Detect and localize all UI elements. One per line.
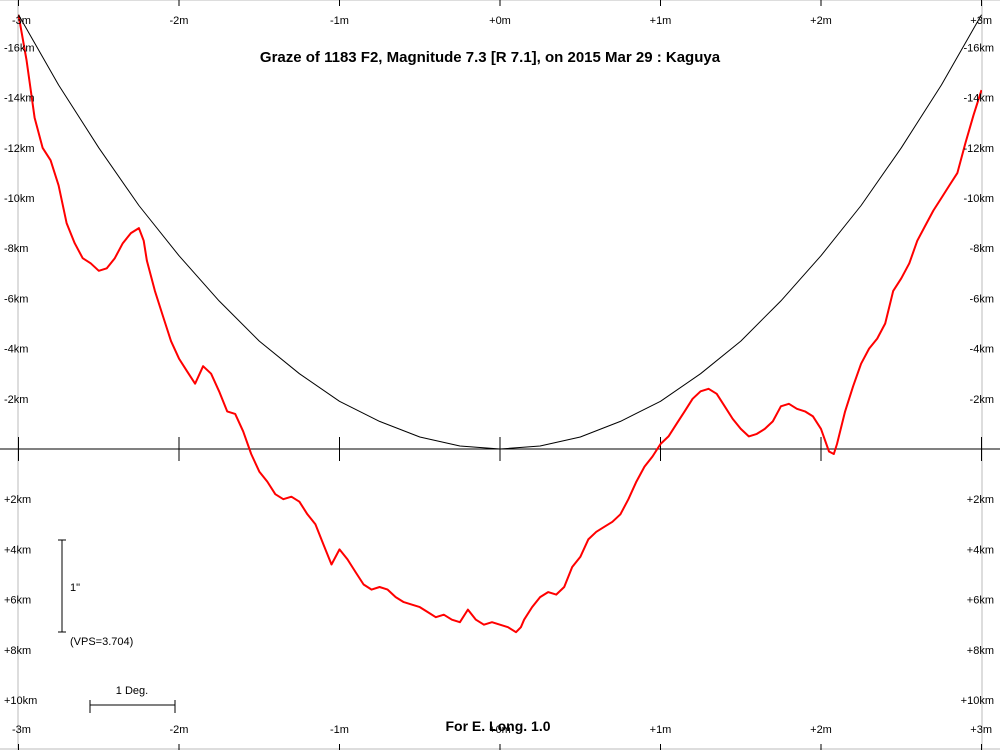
y-tick-label-left: +2km — [4, 494, 31, 506]
y-tick-label-right: -4km — [970, 344, 994, 356]
y-tick-label-right: -16km — [963, 42, 994, 54]
y-tick-label-right: +2km — [967, 494, 994, 506]
x-tick-label-top: +1m — [650, 15, 672, 27]
x-tick-label-top: +0m — [489, 15, 511, 27]
chart-footer: For E. Long. 1.0 — [445, 718, 550, 734]
y-tick-label-left: -4km — [4, 344, 28, 356]
y-tick-label-left: -12km — [4, 143, 35, 155]
y-tick-label-left: +4km — [4, 544, 31, 556]
x-tick-label-bottom: +1m — [650, 724, 672, 736]
y-tick-label-left: -10km — [4, 193, 35, 205]
lunar-limb-profile-line — [18, 14, 982, 634]
y-tick-label-right: +8km — [967, 645, 994, 657]
horizontal-scale-bar — [89, 700, 176, 713]
reference-curve-line — [18, 14, 982, 450]
labels-layer: -3m -3m -2m -2m -1m -1m +0m +0m +1m +1m +2m +2m +3m +… — [4, 15, 994, 736]
vps-label: (VPS=3.704) — [70, 636, 133, 648]
y-tick-label-left: -8km — [4, 243, 28, 255]
y-tick-label-right: -14km — [963, 93, 994, 105]
x-tick-label-bottom: -1m — [330, 724, 349, 736]
x-tick-label-top: +3m — [970, 15, 992, 27]
y-tick-label-left: +10km — [4, 695, 37, 707]
x-tick-label-top: +2m — [810, 15, 832, 27]
y-tick-label-right: -10km — [963, 193, 994, 205]
y-tick-label-left: +8km — [4, 645, 31, 657]
y-tick-label-left: -6km — [4, 293, 28, 305]
y-tick-label-right: +4km — [967, 544, 994, 556]
y-tick-label-right: -2km — [970, 394, 994, 406]
vertical-scale-label: 1" — [70, 582, 80, 594]
vertical-scale-bar — [58, 539, 66, 633]
x-tick-label-top: -3m — [12, 15, 31, 27]
x-tick-label-bottom: +2m — [810, 724, 832, 736]
x-tick-label-bottom: +0m — [489, 724, 511, 736]
x-tick-label-bottom: -2m — [170, 724, 189, 736]
y-tick-label-left: -2km — [4, 394, 28, 406]
y-tick-label-right: +6km — [967, 595, 994, 607]
y-tick-label-left: -16km — [4, 42, 35, 54]
y-tick-label-right: -12km — [963, 143, 994, 155]
x-tick-label-bottom: -3m — [12, 724, 31, 736]
x-tick-label-top: -2m — [170, 15, 189, 27]
y-tick-label-right: -8km — [970, 243, 994, 255]
y-tick-label-left: +6km — [4, 595, 31, 607]
y-tick-label-left: -14km — [4, 93, 35, 105]
y-tick-label-right: +10km — [961, 695, 994, 707]
series-layer — [18, 14, 982, 634]
horizontal-scale-label: 1 Deg. — [116, 685, 148, 697]
x-tick-label-bottom: +3m — [970, 724, 992, 736]
y-tick-label-right: -6km — [970, 293, 994, 305]
chart-title: Graze of 1183 F2, Magnitude 7.3 [R 7.1],… — [260, 49, 721, 66]
x-tick-label-top: -1m — [330, 15, 349, 27]
